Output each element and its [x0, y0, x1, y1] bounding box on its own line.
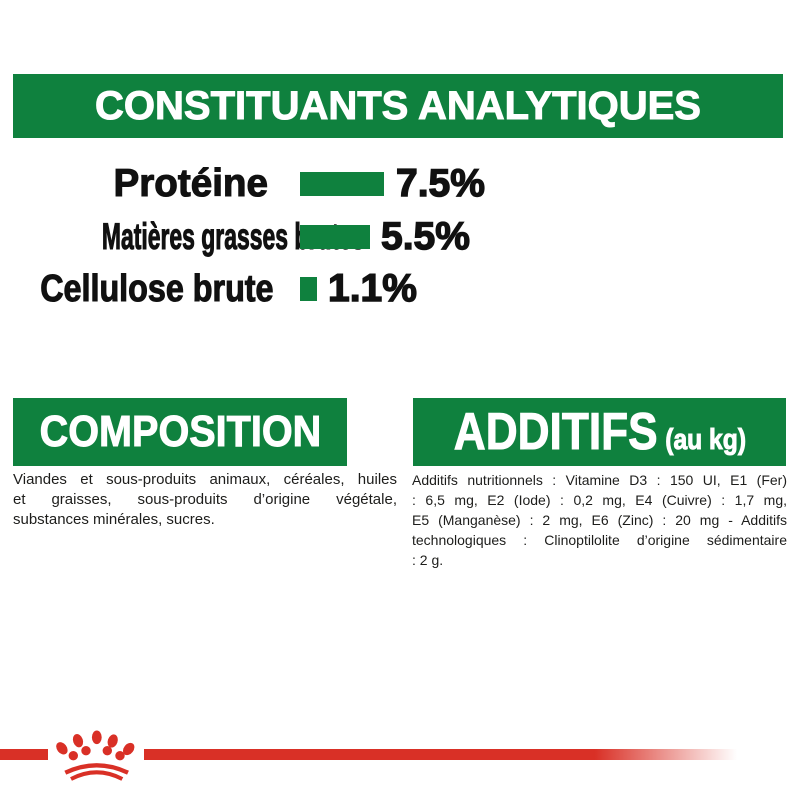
text-line: technologiques : Clinoptilolite d’origin…	[412, 532, 787, 548]
section-title: CONSTITUANTS ANALYTIQUES	[95, 83, 702, 128]
royal-canin-crown-icon	[56, 730, 135, 781]
section-title: COMPOSITION	[39, 407, 322, 457]
section-title: ADDITIFS	[453, 403, 658, 462]
analytical-label: Matières grasses brutes	[101, 216, 365, 257]
analytical-label: Cellulose brute	[40, 268, 274, 310]
divider-bar-right	[144, 749, 737, 760]
analytical-label: Protéine	[113, 162, 269, 205]
section-header-additifs: ADDITIFS (au kg)	[413, 398, 786, 466]
text-line: Additifs nutritionnels : Vitamine D3 : 1…	[412, 472, 787, 488]
text-line: : 2 g.	[412, 552, 444, 568]
section-header-composition: COMPOSITION	[13, 398, 347, 466]
additifs-text: Additifs nutritionnels : Vitamine D3 : 1…	[412, 470, 787, 570]
analytical-bar	[300, 225, 370, 249]
divider-bar-left	[0, 749, 48, 760]
text-line: Viandes et sous-produits animaux, céréal…	[13, 471, 397, 488]
analytical-bar	[300, 172, 384, 196]
text-line: substances minérales, sucres.	[13, 511, 215, 528]
section-header-constituants: CONSTITUANTS ANALYTIQUES	[13, 74, 783, 138]
text-line: : 6,5 mg, E2 (Iode) : 0,2 mg, E4 (Cuivre…	[412, 492, 787, 508]
analytical-value: 7.5%	[395, 162, 485, 205]
text-line: E5 (Manganèse) : 2 mg, E6 (Zinc) : 20 mg…	[412, 512, 787, 528]
composition-text: Viandes et sous-produits animaux, céréal…	[13, 470, 397, 530]
text-line: et graisses, sous-produits d’origine vég…	[13, 491, 397, 508]
analytical-value: 1.1%	[327, 267, 417, 310]
analytical-value: 5.5%	[380, 215, 470, 258]
analytical-bar	[300, 277, 317, 301]
section-subtitle: (au kg)	[664, 424, 746, 457]
